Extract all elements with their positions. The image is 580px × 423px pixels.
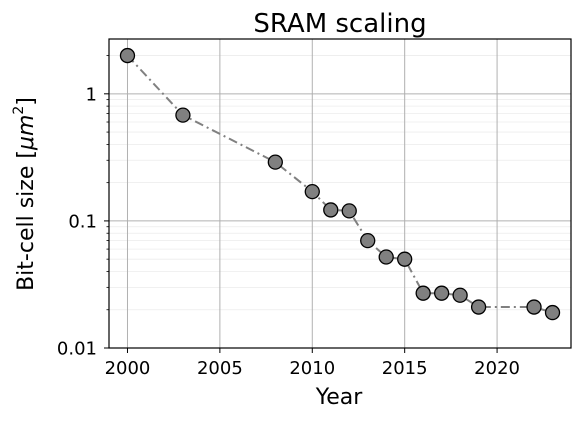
data-point [175,107,191,123]
data-point [323,202,339,218]
x-tick-label: 2000 [105,358,151,379]
tick-layer: 0.01 0.1 1 2000 2005 2010 2015 2020 [57,55,520,379]
plot-area [108,38,572,349]
data-point [415,285,431,301]
y-axis-label-main: Bit-cell size [ [14,150,39,291]
y-axis-label-exponent: 2 [11,106,27,115]
y-tick-label: 0.1 [68,211,97,232]
data-point [378,249,394,265]
y-tick-label: 1 [86,84,97,105]
grid-layer [109,39,571,349]
data-point [119,47,136,64]
data-point [544,304,561,321]
chart-title: SRAM scaling [253,9,426,39]
x-tick-label: 2010 [289,358,335,379]
data-point [267,154,283,170]
x-axis-label: Year [315,385,364,410]
y-tick-label: 0.01 [57,339,97,360]
x-tick-label: 2005 [197,358,243,379]
data-point [397,251,413,267]
y-axis-label: Bit-cell size [μm2] [11,97,39,291]
data-point [470,299,487,315]
y-axis-label-unit: μm [14,115,39,151]
data-point [360,232,376,249]
data-point [433,285,450,301]
series-layer [119,47,561,321]
x-tick-label: 2020 [474,358,520,379]
x-tick-label: 2015 [382,358,428,379]
data-point [452,287,468,303]
data-point [526,299,542,315]
data-point [341,203,357,219]
y-axis-label-close: ] [14,97,39,106]
data-point [304,183,320,200]
